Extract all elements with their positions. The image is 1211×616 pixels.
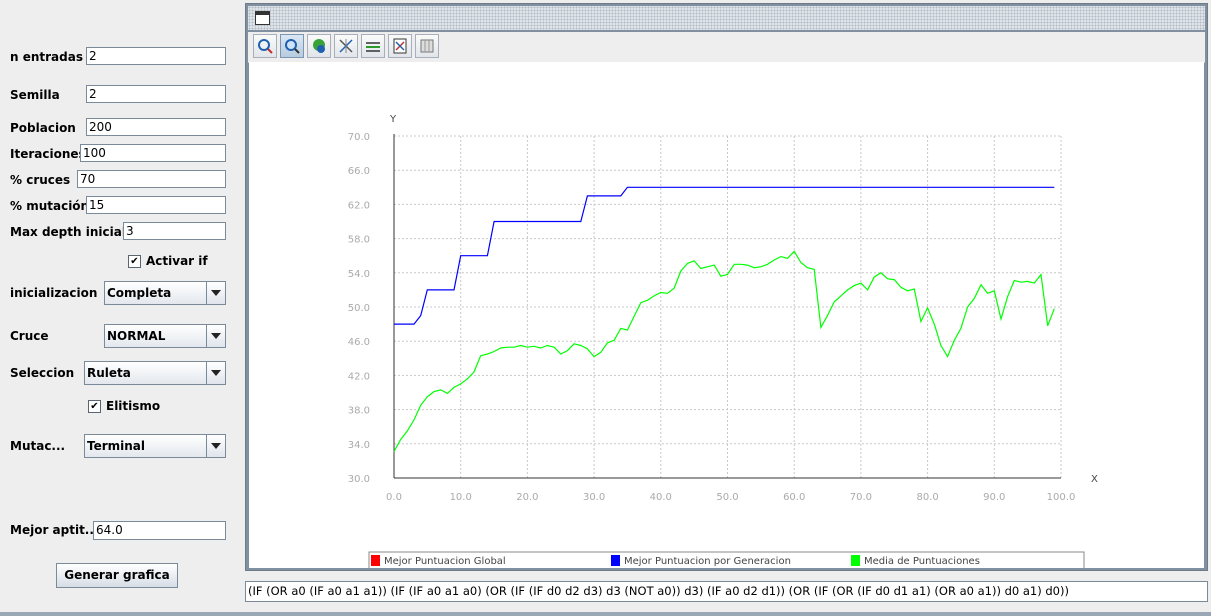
cruces-label: % cruces — [10, 173, 71, 187]
table-icon[interactable] — [415, 34, 439, 58]
x-tick-label: 60.0 — [783, 492, 805, 503]
plot-area[interactable]: 30.0 34.0 38.0 42.0 46.0 50.0 54.0 58.0 62.0 66.0… — [249, 62, 1204, 570]
elitismo-checkbox[interactable]: ✔ Elitismo — [88, 399, 160, 413]
legend-swatch — [371, 555, 380, 566]
legend-entry: Mejor Puntuacion Global — [384, 556, 506, 567]
y-tick-label: 46.0 — [348, 337, 370, 348]
y-tick-label: 62.0 — [348, 200, 370, 211]
expression-field[interactable]: (IF (OR a0 (IF a0 a1 a1)) (IF (IF a0 a1 … — [245, 581, 1208, 602]
cruce-value: NORMAL — [107, 329, 166, 343]
x-tick-label: 80.0 — [916, 492, 938, 503]
check-icon: ✔ — [128, 254, 141, 268]
max-depth-label: Max depth inicial — [10, 225, 126, 239]
x-tick-label: 90.0 — [983, 492, 1005, 503]
poblacion-label: Poblacion — [10, 121, 76, 135]
x-tick-label: 50.0 — [716, 492, 738, 503]
y-tick-label: 70.0 — [348, 132, 370, 143]
x-axis-label: X — [1091, 474, 1098, 485]
chevron-down-icon[interactable] — [206, 435, 225, 457]
mutac-select[interactable]: Terminal — [84, 434, 226, 458]
series-line-2 — [393, 250, 1055, 452]
legend-entry: Media de Puntuaciones — [864, 556, 980, 567]
chart-window: 30.0 34.0 38.0 42.0 46.0 50.0 54.0 58.0 62.0 66.0… — [245, 3, 1208, 571]
y-tick-label: 50.0 — [348, 303, 370, 314]
inicializacion-value: Completa — [107, 286, 172, 300]
inicializacion-select[interactable]: Completa — [104, 281, 226, 305]
zoom-icon[interactable] — [280, 34, 304, 58]
zoom-select-icon[interactable] — [253, 34, 277, 58]
y-tick-label: 38.0 — [348, 406, 370, 417]
y-tick-label: 54.0 — [348, 269, 370, 280]
line-chart: 30.0 34.0 38.0 42.0 46.0 50.0 54.0 58.0 62.0 66.0… — [348, 114, 1098, 570]
n-entradas-field[interactable]: 2 — [86, 47, 226, 65]
cruce-select[interactable]: NORMAL — [104, 324, 226, 348]
activar-if-checkbox[interactable]: ✔ Activar if — [128, 254, 208, 268]
series-line-1 — [394, 186, 1055, 325]
cruce-label: Cruce — [10, 329, 49, 343]
generar-grafica-button[interactable]: Generar grafica — [56, 563, 178, 588]
export-icon[interactable] — [388, 34, 412, 58]
cruces-field[interactable]: 70 — [77, 170, 226, 188]
y-tick-label: 34.0 — [348, 440, 370, 451]
mejor-aptitud-label: Mejor aptit... — [10, 523, 99, 537]
check-icon: ✔ — [88, 399, 101, 413]
window-bottom-border — [0, 612, 1211, 616]
x-tick-label: 20.0 — [516, 492, 538, 503]
mutac-label: Mutac... — [10, 439, 66, 453]
plot-toolbar — [248, 32, 1205, 63]
x-tick-label: 0.0 — [386, 492, 402, 503]
x-tick-label: 70.0 — [850, 492, 872, 503]
activar-if-label: Activar if — [146, 254, 208, 268]
semilla-label: Semilla — [10, 88, 60, 102]
iteraciones-field[interactable]: 100 — [80, 144, 226, 162]
seleccion-label: Seleccion — [10, 366, 75, 380]
x-tick-label: 10.0 — [450, 492, 472, 503]
chevron-down-icon[interactable] — [206, 362, 225, 384]
chevron-down-icon[interactable] — [206, 325, 225, 347]
poblacion-field[interactable]: 200 — [86, 118, 226, 136]
window-titlebar[interactable] — [248, 6, 1205, 30]
max-depth-field[interactable]: 3 — [123, 222, 226, 240]
y-tick-label: 66.0 — [348, 166, 370, 177]
seleccion-value: Ruleta — [87, 366, 131, 380]
chevron-down-icon[interactable] — [206, 282, 225, 304]
legend-entry: Mejor Puntuacion por Generacion — [624, 556, 791, 567]
iteraciones-label: Iteraciones — [10, 147, 86, 161]
y-tick-label: 42.0 — [348, 371, 370, 382]
inicializacion-label: inicializacion — [10, 286, 98, 300]
legend-swatch — [851, 555, 860, 566]
y-axis-label: Y — [389, 114, 397, 125]
window-icon[interactable] — [255, 11, 270, 25]
y-tick-label: 58.0 — [348, 235, 370, 246]
n-entradas-label: n entradas — [10, 50, 83, 64]
mejor-aptitud-field[interactable]: 64.0 — [93, 521, 226, 540]
x-tick-label: 30.0 — [583, 492, 605, 503]
mutac-value: Terminal — [87, 439, 146, 453]
x-tick-label: 40.0 — [650, 492, 672, 503]
elitismo-label: Elitismo — [106, 399, 161, 413]
x-tick-label: 100.0 — [1047, 492, 1076, 503]
mutacion-field[interactable]: 15 — [86, 196, 226, 214]
mutacion-label: % mutación — [10, 199, 90, 213]
legend-swatch — [611, 555, 620, 566]
seleccion-select[interactable]: Ruleta — [84, 361, 226, 385]
grid-toggle-icon[interactable] — [361, 34, 385, 58]
semilla-field[interactable]: 2 — [86, 85, 226, 103]
pan-icon[interactable] — [307, 34, 331, 58]
fit-axes-icon[interactable] — [334, 34, 358, 58]
y-tick-label: 30.0 — [348, 474, 370, 485]
